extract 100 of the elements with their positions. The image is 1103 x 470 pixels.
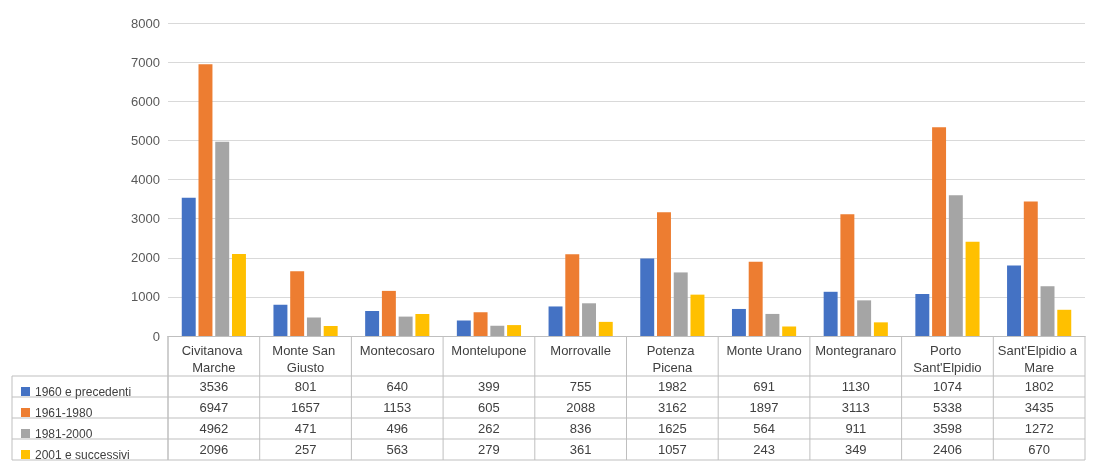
bar <box>323 325 338 336</box>
data-label: 605 <box>478 400 500 415</box>
bar <box>582 303 596 336</box>
bar <box>948 195 963 336</box>
data-label: 262 <box>478 421 500 436</box>
x-tick-label: Morrovalle <box>550 343 611 358</box>
bar <box>782 326 797 336</box>
data-label: 640 <box>386 379 409 394</box>
data-label: 836 <box>569 421 592 436</box>
data-label: 564 <box>753 421 775 436</box>
bar <box>490 325 505 336</box>
data-label: 399 <box>478 379 500 394</box>
bar <box>765 313 780 336</box>
bar <box>873 322 888 336</box>
data-label: 257 <box>294 442 317 457</box>
y-tick-label: 7000 <box>131 54 160 70</box>
bar <box>598 321 613 336</box>
bar <box>731 308 746 336</box>
data-label: 1130 <box>841 379 870 394</box>
data-label: 1625 <box>657 421 687 436</box>
bar <box>306 317 321 336</box>
y-tick-label: 0 <box>152 328 160 344</box>
data-label: 1657 <box>291 400 321 415</box>
bar <box>857 300 872 336</box>
x-tick-label: Sant'Elpidio a Mare <box>997 343 1081 375</box>
bar <box>673 272 688 336</box>
bar <box>398 316 413 336</box>
data-label: 2406 <box>932 442 962 457</box>
data-label: 1057 <box>657 442 687 457</box>
x-tick-label: Civitanova Marche <box>181 343 247 375</box>
bar <box>932 127 947 336</box>
bar <box>1040 286 1055 336</box>
bar <box>181 197 196 336</box>
y-tick-label: 1000 <box>131 289 160 305</box>
data-label: 361 <box>569 442 592 457</box>
x-tick-label: Monte Urano <box>726 343 802 358</box>
data-label: 243 <box>753 442 775 457</box>
bar <box>1057 309 1072 336</box>
data-label: 801 <box>294 379 317 394</box>
data-label: 1897 <box>749 400 779 415</box>
legend-label: 1961-1980 <box>35 405 93 420</box>
x-tick-label: Porto Sant'Elpidio <box>913 343 982 375</box>
y-tick-label: 8000 <box>131 15 160 31</box>
y-tick-label: 6000 <box>131 93 160 109</box>
bar <box>215 141 230 336</box>
y-tick-label: 3000 <box>131 211 160 227</box>
legend-label: 1981-2000 <box>35 426 93 441</box>
bar <box>290 271 305 336</box>
bar <box>198 64 213 336</box>
data-label: 3435 <box>1024 400 1054 415</box>
data-label: 4962 <box>199 421 229 436</box>
bar <box>507 325 522 336</box>
x-tick-label: Montelupone <box>451 343 527 358</box>
y-tick-label: 4000 <box>131 172 160 187</box>
data-label: 279 <box>478 442 500 457</box>
data-label: 5338 <box>932 400 962 415</box>
bar <box>823 291 838 336</box>
data-label: 6947 <box>199 400 229 415</box>
bar <box>915 293 930 336</box>
y-tick-label: 5000 <box>131 132 160 148</box>
x-tick-label: Monte San Giusto <box>272 343 339 375</box>
x-tick-label: Montecosaro <box>359 343 435 358</box>
bar <box>381 290 396 336</box>
data-label: 670 <box>1028 442 1050 457</box>
bar <box>565 254 580 336</box>
bar <box>690 294 705 336</box>
bar <box>965 241 980 336</box>
data-label: 1074 <box>932 379 962 394</box>
data-label: 691 <box>753 379 775 394</box>
bar <box>840 214 855 336</box>
x-tick-label: Potenza Picena <box>646 343 699 375</box>
bar <box>456 320 471 336</box>
bar <box>1007 265 1022 336</box>
data-label: 563 <box>386 442 409 457</box>
bar <box>748 261 763 336</box>
data-label: 911 <box>845 421 867 436</box>
legend-label: 1960 e precedenti <box>35 384 132 399</box>
bar <box>415 313 430 336</box>
bar <box>548 306 563 336</box>
data-label: 2096 <box>199 442 229 457</box>
bar <box>473 312 488 336</box>
legend-label: 2001 e successivi <box>35 447 130 462</box>
data-label: 1153 <box>383 400 412 415</box>
data-label: 755 <box>569 379 592 394</box>
bar <box>640 258 655 336</box>
y-tick-label: 2000 <box>131 250 160 266</box>
bar <box>1023 201 1038 336</box>
data-label: 1982 <box>657 379 687 394</box>
data-label: 1802 <box>1024 379 1054 394</box>
data-label: 3162 <box>657 400 687 415</box>
data-label: 3536 <box>199 379 229 394</box>
bar <box>657 212 671 336</box>
x-tick-label: Montegranaro <box>815 343 897 358</box>
bar <box>231 253 246 336</box>
bar <box>273 304 288 336</box>
data-label: 2088 <box>566 400 596 415</box>
data-label: 496 <box>386 421 409 436</box>
data-label: 471 <box>294 421 317 436</box>
data-label: 349 <box>844 442 867 457</box>
bar <box>365 310 380 336</box>
